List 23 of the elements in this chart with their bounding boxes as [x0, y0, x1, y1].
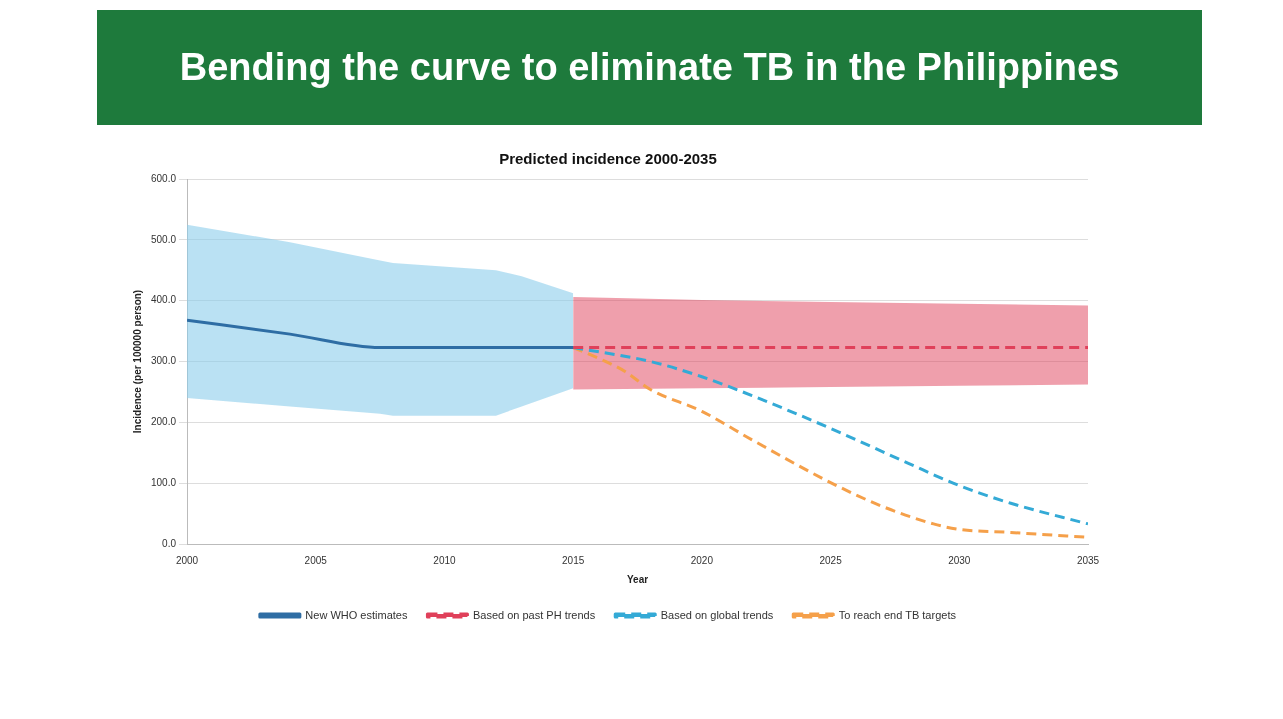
- x-axis-title: Year: [626, 573, 649, 585]
- x-tick-label: 2010: [433, 554, 457, 566]
- x-tick-label: 2035: [1076, 554, 1100, 566]
- legend-label: Based on past PH trends: [472, 608, 596, 621]
- y-tick-label: 300.0: [150, 355, 177, 367]
- y-tick-label: 100.0: [150, 476, 177, 488]
- chart-subtitle: Predicted incidence 2000-2035: [499, 150, 717, 168]
- x-tick-label: 2025: [819, 554, 843, 566]
- x-tick-label: 2000: [175, 554, 199, 566]
- y-tick-label: 400.0: [150, 294, 177, 306]
- y-tick-label: 600.0: [150, 172, 177, 184]
- legend-label: To reach end TB targets: [838, 608, 957, 621]
- x-tick-label: 2030: [948, 554, 971, 566]
- x-tick-label: 2005: [304, 554, 328, 566]
- y-tick-label: 0.0: [162, 537, 177, 549]
- legend-label: New WHO estimates: [305, 608, 408, 621]
- chart-title: Bending the curve to eliminate TB in the Philippines: [97, 10, 1202, 125]
- y-tick-label: 500.0: [150, 233, 177, 245]
- y-axis-title: Incidence (per 100000 person): [131, 289, 143, 434]
- legend-label: Based on global trends: [660, 608, 774, 621]
- x-tick-label: 2020: [690, 554, 714, 566]
- x-tick-label: 2015: [562, 554, 585, 566]
- y-tick-label: 200.0: [150, 416, 177, 428]
